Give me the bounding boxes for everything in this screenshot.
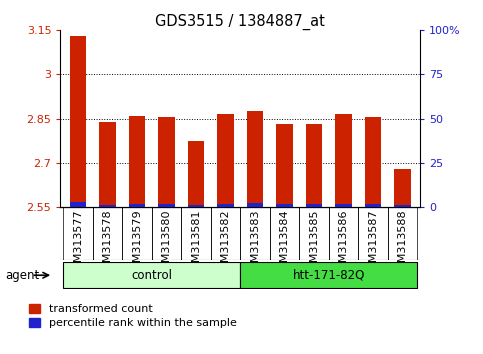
Bar: [365, 117, 381, 207]
Text: htt-171-82Q: htt-171-82Q: [293, 269, 365, 282]
Bar: [276, 125, 293, 207]
Text: GSM313581: GSM313581: [191, 210, 201, 277]
Bar: [70, 202, 86, 207]
Bar: [129, 116, 145, 207]
Bar: [306, 204, 322, 207]
Bar: [247, 111, 263, 207]
Bar: [335, 114, 352, 207]
Bar: [158, 204, 175, 207]
Text: GSM313588: GSM313588: [398, 210, 408, 278]
Bar: [188, 205, 204, 207]
Text: GSM313587: GSM313587: [368, 210, 378, 278]
Bar: [217, 204, 234, 207]
FancyBboxPatch shape: [63, 263, 241, 288]
Text: GSM313580: GSM313580: [161, 210, 171, 277]
Bar: [395, 205, 411, 207]
Bar: [70, 36, 86, 207]
Text: GSM313583: GSM313583: [250, 210, 260, 277]
Bar: [99, 205, 115, 207]
FancyBboxPatch shape: [241, 263, 417, 288]
Bar: [129, 204, 145, 207]
Text: GSM313578: GSM313578: [102, 210, 113, 278]
Bar: [217, 114, 234, 207]
Bar: [335, 204, 352, 207]
Bar: [395, 169, 411, 207]
Bar: [247, 202, 263, 207]
Title: GDS3515 / 1384887_at: GDS3515 / 1384887_at: [156, 14, 325, 30]
Text: GSM313582: GSM313582: [221, 210, 230, 278]
Text: GSM313586: GSM313586: [339, 210, 349, 277]
Text: agent: agent: [5, 269, 39, 282]
Text: GSM313585: GSM313585: [309, 210, 319, 277]
Bar: [365, 204, 381, 207]
Text: control: control: [131, 269, 172, 282]
Legend: transformed count, percentile rank within the sample: transformed count, percentile rank withi…: [25, 299, 242, 332]
Bar: [158, 117, 175, 207]
Bar: [188, 141, 204, 207]
Bar: [306, 125, 322, 207]
Text: GSM313579: GSM313579: [132, 210, 142, 278]
Bar: [276, 204, 293, 207]
Text: GSM313584: GSM313584: [280, 210, 289, 278]
Bar: [99, 121, 115, 207]
Text: GSM313577: GSM313577: [73, 210, 83, 278]
